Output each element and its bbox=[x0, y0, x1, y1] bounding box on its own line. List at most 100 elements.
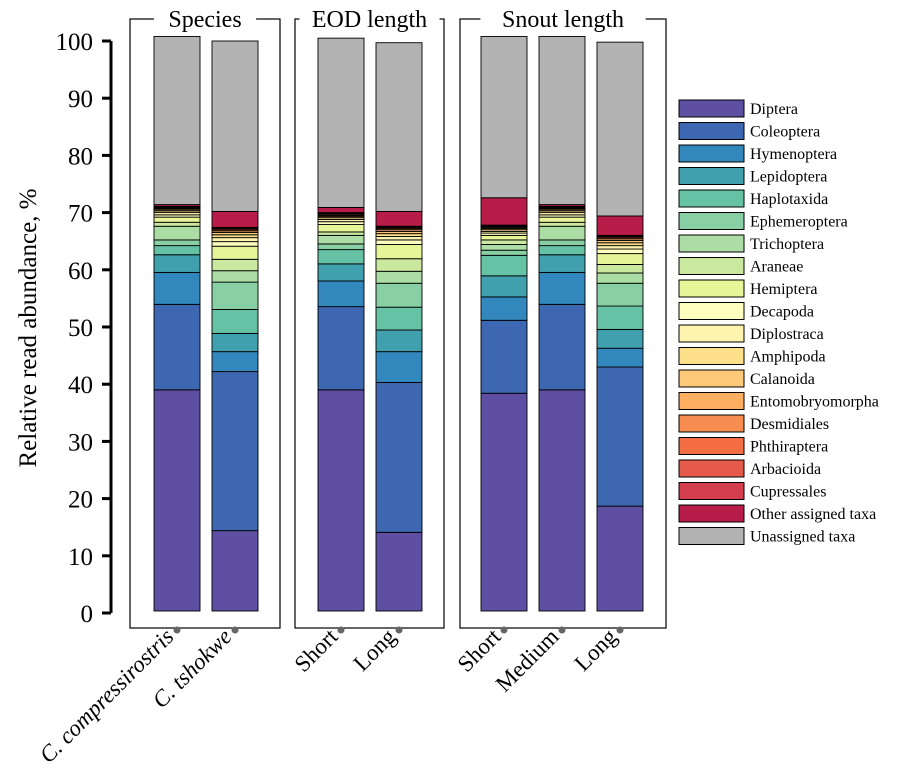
bar-stack bbox=[376, 43, 422, 611]
y-tick-label: 70 bbox=[68, 201, 93, 228]
bar-segment bbox=[154, 222, 200, 226]
legend-item: Diplostraca bbox=[679, 325, 824, 343]
panel-2: EOD length Short Long bbox=[290, 7, 444, 677]
bar-segment bbox=[318, 281, 364, 307]
y-tick-label: 60 bbox=[68, 258, 93, 285]
bar-segment bbox=[318, 307, 364, 390]
bar-segment bbox=[318, 390, 364, 611]
legend-item: Calanoida bbox=[679, 370, 815, 388]
bar-segment bbox=[212, 531, 258, 611]
legend-label: Decapoda bbox=[750, 304, 814, 321]
bar-segment bbox=[376, 244, 422, 258]
panel-title: Species bbox=[168, 7, 241, 33]
legend-item: Haplotaxida bbox=[679, 190, 828, 208]
legend-item: Araneae bbox=[679, 258, 803, 276]
legend-swatch bbox=[679, 370, 744, 387]
legend-label: Haplotaxida bbox=[750, 191, 828, 208]
legend-item: Diptera bbox=[679, 100, 798, 118]
bar-segment bbox=[539, 36, 585, 204]
legend-swatch bbox=[679, 190, 744, 207]
legend-swatch bbox=[679, 235, 744, 252]
bar-segment bbox=[481, 250, 527, 255]
bar-segment bbox=[597, 506, 643, 611]
bar-segment bbox=[212, 259, 258, 270]
bar-segment bbox=[154, 255, 200, 273]
legend: Diptera Coleoptera Hymenoptera Lepidoptera H… bbox=[679, 100, 879, 546]
bar-segment bbox=[212, 211, 258, 227]
category-label: Medium bbox=[491, 624, 564, 697]
bar-segment bbox=[376, 382, 422, 532]
bar-segment bbox=[597, 283, 643, 306]
legend-label: Phthiraptera bbox=[750, 439, 828, 456]
category-label: Short bbox=[290, 623, 343, 676]
category-dot bbox=[174, 627, 181, 634]
y-tick-label: 40 bbox=[68, 372, 93, 399]
bar-segment bbox=[597, 348, 643, 367]
legend-label: Hymenoptera bbox=[750, 146, 837, 163]
bar-stack bbox=[481, 36, 527, 611]
legend-label: Entomobryomorpha bbox=[750, 394, 879, 411]
bar-segment bbox=[376, 271, 422, 283]
legend-label: Diptera bbox=[750, 101, 798, 118]
bar-segment bbox=[212, 282, 258, 309]
bar-segment bbox=[154, 36, 200, 204]
legend-swatch bbox=[679, 280, 744, 297]
bar-segment bbox=[212, 352, 258, 372]
legend-swatch bbox=[679, 258, 744, 275]
legend-item: Trichoptera bbox=[679, 235, 824, 253]
bar-segment bbox=[376, 283, 422, 307]
bar-segment bbox=[376, 237, 422, 240]
bar-segment bbox=[154, 304, 200, 390]
category-dot bbox=[559, 627, 566, 634]
category-label: Long bbox=[570, 624, 622, 676]
legend-label: Amphipoda bbox=[750, 349, 826, 366]
category-label: Long bbox=[349, 624, 401, 676]
bar-segment bbox=[318, 38, 364, 207]
bar-segment bbox=[539, 222, 585, 226]
bar-stack bbox=[154, 36, 200, 611]
legend-item: Arbacioida bbox=[679, 460, 821, 478]
bar-segment bbox=[597, 273, 643, 283]
legend-swatch bbox=[679, 100, 744, 117]
legend-swatch bbox=[679, 303, 744, 320]
bar-segment bbox=[154, 226, 200, 240]
bar-segment bbox=[481, 36, 527, 197]
bar-segment bbox=[539, 272, 585, 304]
bar-segment bbox=[597, 42, 643, 216]
legend-item: Cupressales bbox=[679, 483, 826, 501]
legend-item: Ephemeroptera bbox=[679, 213, 848, 231]
y-tick-label: 100 bbox=[56, 29, 94, 56]
legend-item: Unassigned taxa bbox=[679, 528, 855, 546]
category-dot bbox=[501, 627, 508, 634]
bar-segment bbox=[597, 306, 643, 329]
legend-label: Ephemeroptera bbox=[750, 214, 848, 231]
category-label: Short bbox=[453, 623, 506, 676]
bar-segment bbox=[318, 232, 364, 235]
panel-title: EOD length bbox=[312, 7, 427, 33]
bar-segment bbox=[597, 329, 643, 348]
bar-segment bbox=[318, 264, 364, 281]
bar-segment bbox=[539, 246, 585, 255]
category-dot bbox=[232, 627, 239, 634]
bar-segment bbox=[597, 246, 643, 249]
legend-swatch bbox=[679, 393, 744, 410]
bar-segment bbox=[481, 198, 527, 225]
y-tick-label: 80 bbox=[68, 143, 93, 170]
legend-item: Lepidoptera bbox=[679, 168, 827, 186]
bar-segment bbox=[597, 254, 643, 265]
bar-segment bbox=[376, 307, 422, 330]
y-axis-label: Relative read abundance, % bbox=[15, 188, 42, 467]
bar-segment bbox=[318, 244, 364, 250]
bar-segment bbox=[539, 226, 585, 240]
y-axis: 0 10 20 30 40 50 60 70 80 90 100 bbox=[56, 29, 112, 628]
bar-segment bbox=[539, 255, 585, 273]
bar-segment bbox=[212, 309, 258, 333]
bar-segment bbox=[318, 250, 364, 264]
bar-segment bbox=[376, 211, 422, 226]
bar-segment bbox=[539, 390, 585, 611]
legend-item: Decapoda bbox=[679, 303, 814, 321]
legend-label: Hemiptera bbox=[750, 281, 818, 298]
bar-segment bbox=[212, 238, 258, 242]
